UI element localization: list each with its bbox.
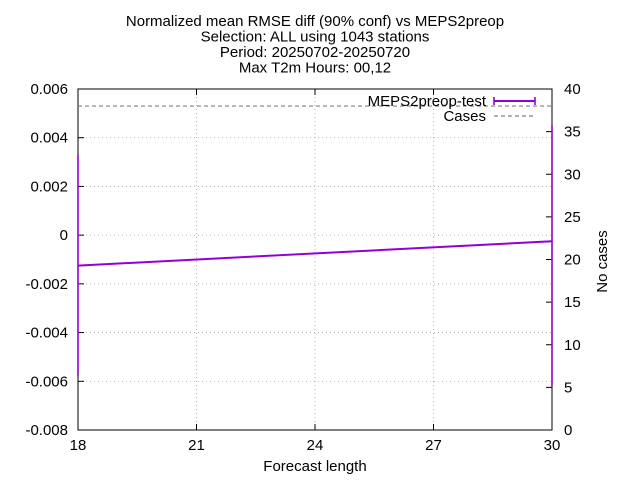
y-tick-label: 0.006	[30, 81, 68, 98]
y2-axis: 0 5 10 15 20 25 30 35 40	[546, 81, 581, 439]
title-line: Max T2m Hours: 00,12	[239, 60, 391, 77]
y-tick-label: 0.002	[30, 178, 68, 195]
x-axis: 18 21 24 27 30	[70, 89, 561, 454]
series	[77, 105, 553, 387]
x-tick-label: 24	[307, 437, 324, 454]
y2-axis-label: No cases	[594, 230, 611, 293]
chart-title: Normalized mean RMSE diff (90% conf) vs …	[126, 13, 504, 77]
y2-tick-label: 0	[564, 422, 572, 439]
title-line: Normalized mean RMSE diff (90% conf) vs …	[126, 13, 504, 30]
plot-frame	[77, 88, 553, 431]
x-tick-label: 30	[544, 437, 561, 454]
y2-tick-label: 25	[564, 209, 581, 226]
title-line: Selection: ALL using 1043 stations	[201, 29, 430, 46]
series-line-meps2preop-test	[77, 240, 553, 267]
y-tick-label: 0	[60, 227, 68, 244]
legend-label: MEPS2preop-test	[368, 93, 487, 110]
title-line: Period: 20250702-20250720	[220, 44, 410, 61]
legend-label: Cases	[443, 108, 486, 125]
x-tick-label: 18	[70, 437, 87, 454]
x-tick-label: 21	[188, 437, 205, 454]
x-tick-label: 27	[425, 437, 442, 454]
grid	[78, 89, 552, 430]
y2-tick-label: 10	[564, 337, 581, 354]
y2-tick-label: 40	[564, 81, 581, 98]
x-axis-label: Forecast length	[263, 458, 366, 475]
y-tick-label: 0.004	[30, 130, 68, 147]
y-tick-label: -0.004	[25, 325, 68, 342]
y-tick-label: -0.008	[25, 422, 68, 439]
y2-tick-label: 15	[564, 294, 581, 311]
y-axis: -0.008 -0.006 -0.004 -0.002 0 0.002 0.004 0.006	[25, 81, 84, 439]
y2-tick-label: 30	[564, 166, 581, 183]
y2-tick-label: 5	[564, 379, 572, 396]
y2-tick-label: 20	[564, 252, 581, 269]
y-tick-label: -0.002	[25, 276, 68, 293]
y2-tick-label: 35	[564, 124, 581, 141]
y-tick-label: -0.006	[25, 373, 68, 390]
